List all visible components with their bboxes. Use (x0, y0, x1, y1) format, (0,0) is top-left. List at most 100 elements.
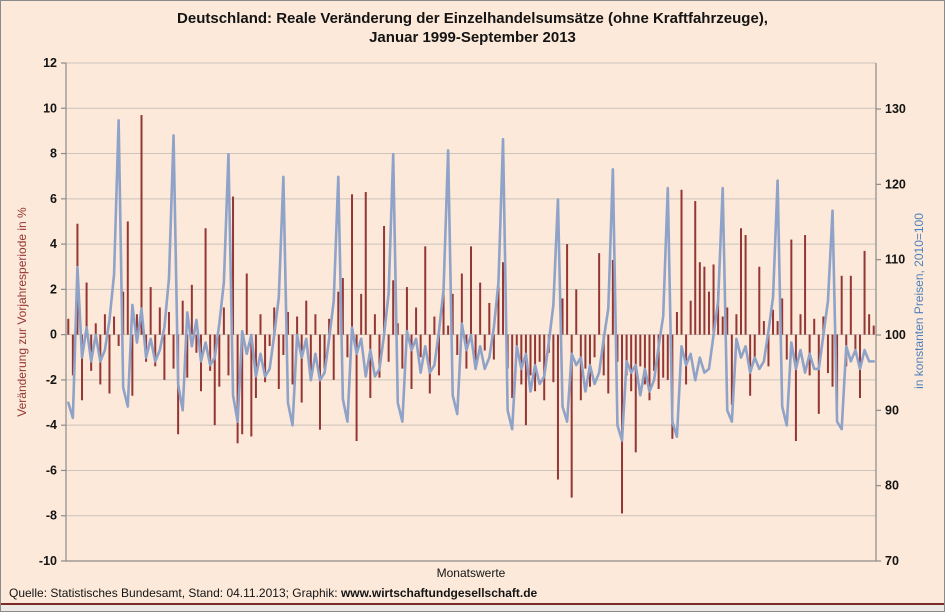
left-axis-tick-label: 10 (43, 101, 57, 115)
bar (648, 334, 651, 401)
bar (767, 334, 770, 367)
bar (158, 307, 161, 335)
bar (264, 334, 267, 383)
index-line (66, 119, 876, 442)
bar (337, 291, 340, 335)
source-note-site: www.wirtschaftundgesellschaft.de (340, 586, 538, 600)
bar (200, 334, 202, 392)
bar (488, 302, 491, 335)
bar (351, 194, 354, 335)
bar (817, 334, 820, 414)
left-axis-tick-label: 8 (50, 147, 57, 161)
right-axis-tick-label: 100 (885, 328, 906, 342)
bar (662, 334, 665, 378)
bar (387, 334, 390, 362)
bar (451, 293, 454, 335)
bar (163, 334, 166, 380)
bar (849, 275, 852, 335)
bar (744, 235, 747, 335)
bar (149, 287, 152, 335)
bar (103, 314, 106, 335)
bar (497, 275, 500, 335)
chart-title: Deutschland: Reale Veränderung der Einze… (1, 9, 944, 47)
bar (236, 334, 239, 444)
bar (863, 250, 866, 335)
bar (570, 334, 573, 498)
bar (840, 275, 843, 335)
bar (222, 307, 225, 335)
bar (707, 291, 710, 335)
bar (698, 262, 701, 335)
right-axis-tick-label: 80 (885, 479, 899, 493)
bar (405, 287, 408, 335)
bar (131, 334, 134, 396)
bar (318, 334, 321, 430)
bar (286, 312, 289, 335)
bar (529, 334, 532, 376)
right-axis-title: in konstanten Preisen, 2010=100 (912, 213, 926, 389)
bar (584, 334, 587, 369)
bar (492, 334, 495, 360)
bar (552, 334, 555, 383)
source-note: Quelle: Statistisches Bundesamt, Stand: … (9, 586, 537, 600)
bar (639, 334, 642, 367)
bar (250, 334, 253, 437)
bar (232, 196, 235, 335)
bar (341, 278, 344, 335)
bar (772, 309, 775, 335)
bar (154, 334, 157, 367)
bar (67, 318, 70, 335)
bar (433, 316, 436, 335)
bar (172, 334, 175, 369)
bar (561, 298, 564, 335)
bar (579, 334, 582, 401)
bar (140, 115, 143, 335)
right-axis-tick-label: 70 (885, 554, 899, 568)
bar (611, 259, 614, 335)
bar (470, 246, 472, 335)
bar (826, 334, 829, 374)
chart-title-line2: Januar 1999-September 2013 (369, 29, 576, 46)
left-axis-tick-label: 4 (50, 237, 57, 251)
bar (218, 334, 221, 387)
bar (419, 334, 422, 358)
bar (675, 312, 678, 335)
bar (721, 316, 724, 335)
bar (332, 334, 335, 380)
bar (694, 201, 697, 335)
bar (753, 334, 756, 362)
x-axis-label: Monatswerte (436, 566, 506, 580)
bar (291, 334, 294, 385)
bar (259, 314, 262, 335)
bar (268, 334, 271, 346)
bar (442, 284, 445, 335)
bar (410, 334, 413, 389)
bar (378, 334, 381, 378)
left-axis-tick-label: -10 (39, 554, 57, 568)
bar (360, 293, 363, 335)
bar (799, 314, 802, 335)
bar (277, 334, 280, 389)
bar (460, 273, 463, 335)
bar (593, 334, 596, 358)
bar (735, 314, 738, 335)
bar (813, 318, 816, 335)
left-axis-tick-label: 12 (43, 56, 57, 70)
bar (776, 321, 779, 335)
bar (831, 334, 834, 387)
bar (456, 334, 459, 356)
bar (209, 334, 212, 371)
bar (872, 325, 875, 335)
right-axis-tick-label: 110 (885, 253, 905, 267)
bar (634, 334, 637, 453)
bar (740, 228, 742, 335)
bar (401, 334, 404, 369)
bar (314, 314, 317, 335)
bar (190, 284, 193, 335)
bar (657, 334, 660, 389)
bar (346, 334, 349, 358)
bar (474, 334, 477, 362)
bar (479, 282, 482, 335)
bar (81, 334, 84, 401)
